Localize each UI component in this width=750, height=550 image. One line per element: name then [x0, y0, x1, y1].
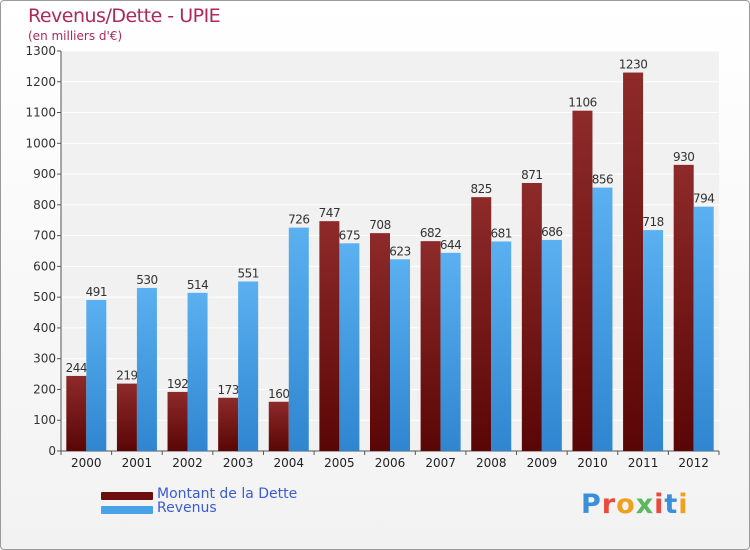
data-label: 794: [693, 192, 714, 206]
x-tick-label: 2005: [324, 456, 355, 470]
x-tick-label: 2007: [425, 456, 456, 470]
bar-dette-2011: [623, 72, 644, 452]
x-tick-label: 2003: [223, 456, 254, 470]
x-tick-label: 2001: [122, 456, 153, 470]
x-tick-label: 2000: [71, 456, 102, 470]
y-tick-label: 1000: [25, 136, 56, 150]
bar-revenus-2010: [592, 187, 613, 451]
data-label: 675: [339, 228, 360, 242]
x-tick-label: 2012: [678, 456, 709, 470]
data-label: 930: [673, 150, 694, 164]
x-tick-label: 2002: [172, 456, 203, 470]
bar-dette-2004: [268, 401, 289, 451]
data-label: 244: [66, 361, 87, 375]
legend-label-revenus: Revenus: [157, 500, 217, 516]
x-tick-label: 2004: [273, 456, 304, 470]
legend-label-dette: Montant de la Dette: [157, 486, 298, 502]
y-tick-label: 900: [33, 167, 56, 181]
bar-revenus-2008: [491, 241, 512, 451]
y-tick-label: 1300: [25, 44, 56, 58]
data-label: 686: [541, 225, 562, 239]
data-label: 871: [521, 168, 542, 182]
data-label: 160: [268, 387, 289, 401]
y-tick-label: 100: [33, 413, 56, 427]
logo-letter: x: [635, 489, 655, 520]
y-tick-label: 500: [33, 290, 56, 304]
data-label: 825: [471, 182, 492, 196]
data-label: 682: [420, 226, 441, 240]
y-tick-label: 300: [33, 352, 56, 366]
data-label: 491: [86, 285, 107, 299]
bar-dette-2005: [319, 221, 340, 451]
chart-title: Revenus/Dette - UPIE: [28, 5, 221, 27]
data-label: 1106: [568, 96, 597, 110]
bar-revenus-2003: [238, 281, 259, 451]
data-label: 530: [136, 273, 157, 287]
legend-swatch-revenus: [101, 506, 153, 514]
data-label: 192: [167, 377, 188, 391]
y-tick-label: 600: [33, 259, 56, 273]
bar-dette-2001: [116, 383, 137, 451]
x-tick-label: 2009: [527, 456, 558, 470]
data-label: 623: [389, 244, 410, 258]
bar-dette-2012: [673, 164, 694, 451]
logo-letter: o: [616, 489, 636, 520]
data-label: 551: [237, 266, 258, 280]
data-label: 747: [319, 206, 340, 220]
bar-revenus-2009: [541, 239, 562, 451]
bar-dette-2009: [521, 183, 542, 451]
x-tick-label: 2008: [476, 456, 507, 470]
data-label: 1230: [619, 58, 648, 72]
x-tick-label: 2006: [375, 456, 406, 470]
logo-letter: r: [601, 489, 617, 520]
bar-revenus-2006: [390, 259, 410, 451]
bar-dette-2002: [167, 391, 188, 451]
y-tick-label: 700: [33, 229, 56, 243]
data-label: 726: [288, 213, 309, 227]
bar-dette-2008: [471, 197, 492, 451]
y-tick-label: 800: [33, 198, 56, 212]
data-label: 708: [369, 218, 390, 232]
bar-revenus-2000: [86, 299, 107, 451]
y-tick-label: 400: [33, 321, 56, 335]
data-label: 718: [642, 215, 663, 229]
bar-revenus-2007: [440, 252, 461, 451]
bar-revenus-2005: [339, 243, 360, 451]
x-tick-label: 2010: [577, 456, 608, 470]
y-tick-label: 1100: [25, 106, 56, 120]
bar-revenus-2001: [136, 287, 157, 451]
logo-letter: i: [678, 489, 689, 520]
logo-letter: i: [654, 489, 665, 520]
legend-swatch-dette: [101, 492, 153, 500]
x-tick-label: 2011: [628, 456, 659, 470]
y-tick-label: 0: [48, 444, 56, 458]
bar-dette-2000: [66, 375, 87, 451]
logo-letter: P: [581, 489, 602, 520]
bar-revenus-2012: [693, 206, 714, 451]
data-label: 856: [592, 173, 613, 187]
data-label: 514: [187, 278, 208, 292]
logo-letter: t: [664, 489, 679, 520]
data-label: 681: [491, 226, 512, 240]
data-label: 173: [217, 383, 238, 397]
bar-revenus-2004: [288, 227, 309, 451]
proxiti-logo: Proxiti: [581, 489, 689, 520]
chart-subtitle: (en milliers d'€): [28, 29, 123, 43]
bar-revenus-2011: [643, 230, 664, 451]
data-label: 219: [116, 369, 137, 383]
bar-dette-2010: [572, 110, 593, 451]
data-label: 644: [440, 238, 461, 252]
bar-revenus-2002: [187, 292, 208, 451]
bar-dette-2006: [370, 233, 390, 451]
y-tick-label: 1200: [25, 75, 56, 89]
y-tick-label: 200: [33, 382, 56, 396]
bar-dette-2003: [218, 397, 239, 451]
bar-dette-2007: [420, 241, 441, 451]
